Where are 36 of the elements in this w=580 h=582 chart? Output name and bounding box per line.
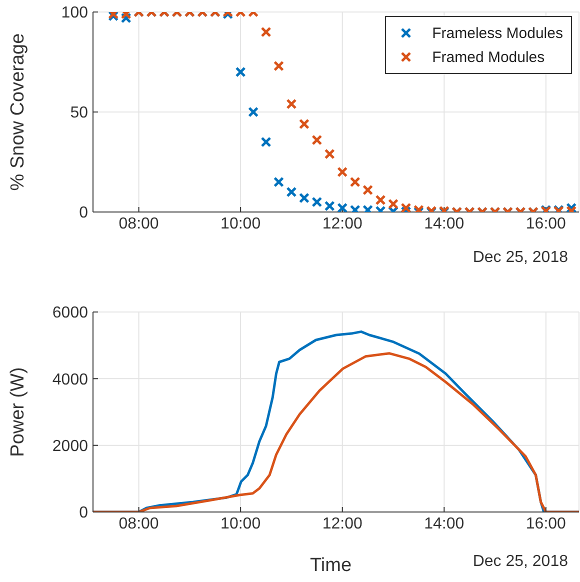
point — [312, 134, 322, 146]
legend-label: Framed Modules — [432, 48, 545, 66]
point — [286, 98, 297, 110]
y-tick-label: 4000 — [52, 371, 88, 388]
point — [337, 166, 348, 178]
x-tick-label: 12:00 — [322, 515, 362, 532]
point — [273, 60, 284, 72]
point — [324, 148, 335, 160]
x-tick-label: 16:00 — [526, 515, 566, 532]
y-tick-label: 50 — [70, 104, 88, 122]
x-tick-label: 16:00 — [526, 215, 566, 232]
point — [350, 176, 360, 188]
y-axis-title: Power (W) — [8, 367, 29, 457]
y-tick-label: 0 — [79, 204, 88, 222]
x-tick-label: 12:00 — [322, 215, 362, 232]
point — [273, 176, 284, 188]
point — [235, 66, 246, 78]
x-axis-title: Time — [310, 555, 352, 577]
y-tick-label: 100 — [61, 4, 88, 22]
x-tick-label: 08:00 — [118, 215, 159, 232]
text: Dec 25, 2018 — [472, 553, 568, 571]
y-axis-title: % Snow Coverage — [8, 33, 29, 191]
x-tick-label: 08:00 — [118, 515, 159, 532]
point — [260, 136, 272, 148]
y-tick-label: 0 — [79, 504, 88, 522]
legend-label: Frameless Modules — [432, 24, 563, 42]
text: Dec 25, 2018 — [472, 249, 568, 267]
y-tick-label: 6000 — [52, 304, 88, 322]
point — [248, 106, 259, 118]
x-tick-label: 10:00 — [220, 215, 261, 232]
x-tick-label: 14:00 — [424, 515, 464, 532]
point — [337, 202, 348, 212]
point — [298, 118, 310, 130]
x-tick-label: 10:00 — [220, 515, 261, 532]
y-tick-label: 2000 — [52, 438, 88, 456]
x-tick-label: 14:00 — [424, 215, 464, 232]
